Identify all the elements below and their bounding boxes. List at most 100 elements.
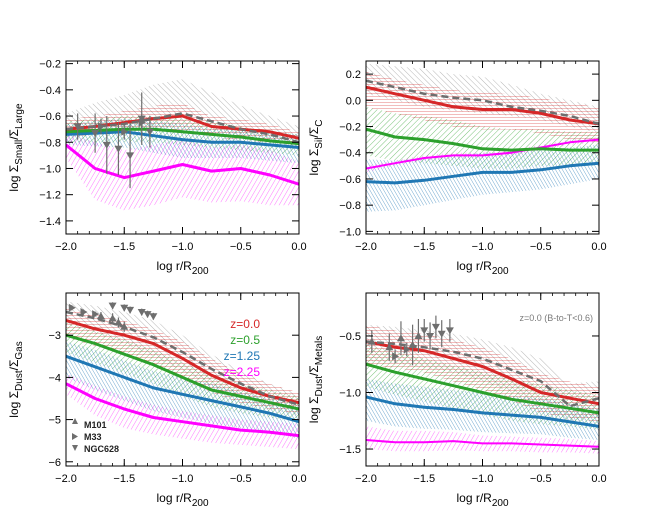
panel-top-left: −2.0 −1.5 −1.0 −0.5 0.0 −1.4 −1.2 −1.0 −0.8 −0.6 −… <box>7 59 307 277</box>
y-tick-label: −1.0 <box>39 163 61 175</box>
obs-marker-down <box>120 304 129 312</box>
y-tick-label: −4 <box>48 372 61 384</box>
band-z125 <box>366 144 599 212</box>
y-tick-label: −0.8 <box>39 137 61 149</box>
line-obs <box>66 112 299 144</box>
y-tick-label: 0.0 <box>346 95 361 107</box>
x-axis-label: log r/R200 <box>156 259 208 277</box>
legend-z05: z=0.5 <box>230 333 260 347</box>
x-axis-label: log r/R200 <box>456 259 508 277</box>
band-z0 <box>366 71 599 143</box>
obs-marker-up <box>114 318 123 326</box>
line-obs <box>66 310 299 407</box>
panel-bottom-left: −2.0 −1.5 −1.0 −0.5 0.0 −6 −5 −4 −3 log r/R200 log… <box>7 292 307 509</box>
obs-marker-down <box>102 141 111 149</box>
y-tick-label: −5 <box>48 415 61 427</box>
line-z225 <box>366 439 599 448</box>
x-tick-label: −0.5 <box>530 241 552 253</box>
obs-marker-down <box>437 330 446 338</box>
obs-marker-right <box>138 118 146 127</box>
y-tick-label: −3 <box>48 330 61 342</box>
y-axis-label: log ΣSil/ΣC <box>307 120 325 176</box>
legend-ngc628: NGC628 <box>84 444 119 454</box>
legend-z225: z=2.25 <box>224 365 261 379</box>
line-z0 <box>366 85 599 126</box>
x-tick-label: 0.0 <box>591 473 606 485</box>
obs-marker-right <box>80 307 88 316</box>
y-tick-label: −1.0 <box>339 388 361 400</box>
x-tick-label: −1.5 <box>413 241 435 253</box>
obs-marker-down <box>145 128 154 136</box>
y-axis-label: log ΣDust/ΣGas <box>7 341 25 417</box>
y-tick-label: −0.2 <box>339 122 361 134</box>
legend-marker-right-icon <box>72 433 78 440</box>
obs-marker-down <box>73 123 82 131</box>
y-tick-label: −0.4 <box>339 148 361 160</box>
legend-marker-down-icon <box>72 445 78 451</box>
legend-z125: z=1.25 <box>224 349 261 363</box>
y-tick-label: −0.6 <box>339 174 361 186</box>
line-z0 <box>66 318 299 405</box>
y-tick-label: −1.5 <box>339 444 361 456</box>
obs-marker-down <box>126 306 135 314</box>
y-tick-label: −0.2 <box>39 59 61 71</box>
obs-marker-up <box>108 314 117 322</box>
galaxy-legend: M101 M33 NGC628 <box>72 418 119 454</box>
x-tick-label: −1.0 <box>172 473 194 485</box>
obs-marker-right <box>97 122 105 131</box>
x-tick-label: 0.0 <box>291 241 306 253</box>
band-z125 <box>366 378 599 440</box>
obs-marker-up <box>96 312 105 320</box>
obs-marker-down <box>91 130 100 138</box>
band-z225 <box>366 426 599 454</box>
x-tick-label: −0.5 <box>230 473 252 485</box>
panel-top-right: −2.0 −1.5 −1.0 −0.5 0.0 −1.0 −0.8 −0.6 −0.4 −0.2 0… <box>307 60 607 277</box>
obs-marker-down <box>126 152 135 160</box>
x-tick-label: −1.5 <box>113 473 135 485</box>
obs-marker-down <box>143 311 152 319</box>
line-z05 <box>366 127 599 152</box>
x-tick-label: −2.0 <box>355 473 377 485</box>
x-tick-label: −1.5 <box>413 473 435 485</box>
y-tick-label: −1.0 <box>339 226 361 238</box>
obs-marker-down <box>108 302 117 310</box>
line-z05 <box>66 333 299 411</box>
obs-marker-up <box>385 343 394 351</box>
obs-marker-up <box>414 331 423 339</box>
panel-note: z=0.0 (B-to-T<0.6) <box>519 313 593 323</box>
line-z225 <box>66 143 299 186</box>
redshift-legend: z=0.0 z=0.5 z=1.25 z=2.25 <box>224 317 261 379</box>
x-axis-label: log r/R200 <box>456 491 508 509</box>
x-tick-label: 0.0 <box>291 473 306 485</box>
line-z125 <box>66 354 299 424</box>
line-z05 <box>66 127 299 146</box>
legend-m101: M101 <box>84 420 107 430</box>
x-tick-label: −2.0 <box>55 473 77 485</box>
plot-area <box>66 79 299 211</box>
obs-marker-right <box>403 345 411 354</box>
line-z225 <box>366 138 599 170</box>
y-tick-label: −0.5 <box>339 331 361 343</box>
legend-z0: z=0.0 <box>230 317 260 331</box>
obs-marker-down <box>114 145 123 153</box>
panel-bottom-right: −2.0 −1.5 −1.0 −0.5 0.0 −1.5 −1.0 −0.5 log r/R20… <box>307 292 607 509</box>
x-tick-label: −1.5 <box>113 241 135 253</box>
x-tick-label: −2.0 <box>355 241 377 253</box>
obs-marker-right <box>392 352 400 361</box>
x-axis-label: log r/R200 <box>156 491 208 509</box>
y-tick-label: −0.6 <box>39 111 61 123</box>
band-z225 <box>66 131 299 211</box>
y-tick-label: −1.4 <box>39 216 61 228</box>
y-tick-label: −6 <box>48 457 61 469</box>
line-obs <box>366 79 599 126</box>
obs-marker-down <box>445 327 454 335</box>
obs-marker-up <box>367 337 376 345</box>
obs-marker-up <box>408 341 417 349</box>
x-tick-label: −1.0 <box>172 241 194 253</box>
legend-m33: M33 <box>84 432 102 442</box>
line-z225 <box>66 382 299 438</box>
y-axis-label: log ΣDust/ΣMetals <box>307 336 325 424</box>
legend-marker-up-icon <box>72 418 78 424</box>
plot-area <box>366 63 599 212</box>
